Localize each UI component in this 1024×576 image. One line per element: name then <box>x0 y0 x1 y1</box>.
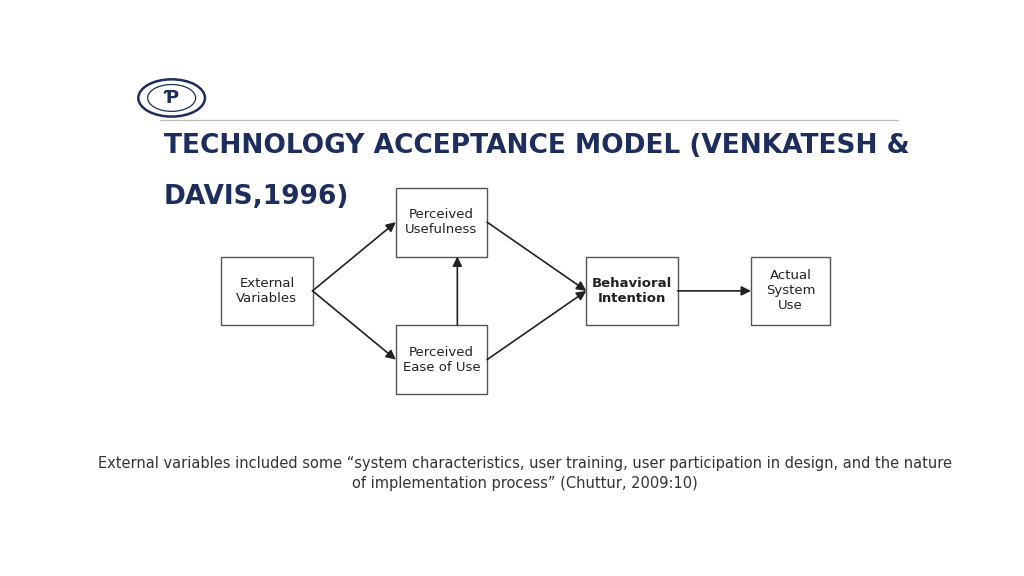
FancyBboxPatch shape <box>221 256 312 325</box>
Text: Ƥ: Ƥ <box>165 89 179 107</box>
Text: Behavioral
Intention: Behavioral Intention <box>592 277 672 305</box>
Text: TECHNOLOGY ACCEPTANCE MODEL (VENKATESH &: TECHNOLOGY ACCEPTANCE MODEL (VENKATESH & <box>164 134 909 160</box>
Text: of implementation process” (Chuttur, 2009:10): of implementation process” (Chuttur, 200… <box>352 476 697 491</box>
FancyBboxPatch shape <box>751 256 830 325</box>
Text: Perceived
Usefulness: Perceived Usefulness <box>406 208 477 236</box>
Text: DAVIS,1996): DAVIS,1996) <box>164 184 349 210</box>
Text: Actual
System
Use: Actual System Use <box>766 270 815 312</box>
Text: External variables included some “system characteristics, user training, user pa: External variables included some “system… <box>98 456 951 471</box>
Text: External
Variables: External Variables <box>237 277 297 305</box>
FancyBboxPatch shape <box>396 325 487 394</box>
Text: Perceived
Ease of Use: Perceived Ease of Use <box>402 346 480 374</box>
FancyBboxPatch shape <box>396 188 487 256</box>
FancyBboxPatch shape <box>587 256 678 325</box>
